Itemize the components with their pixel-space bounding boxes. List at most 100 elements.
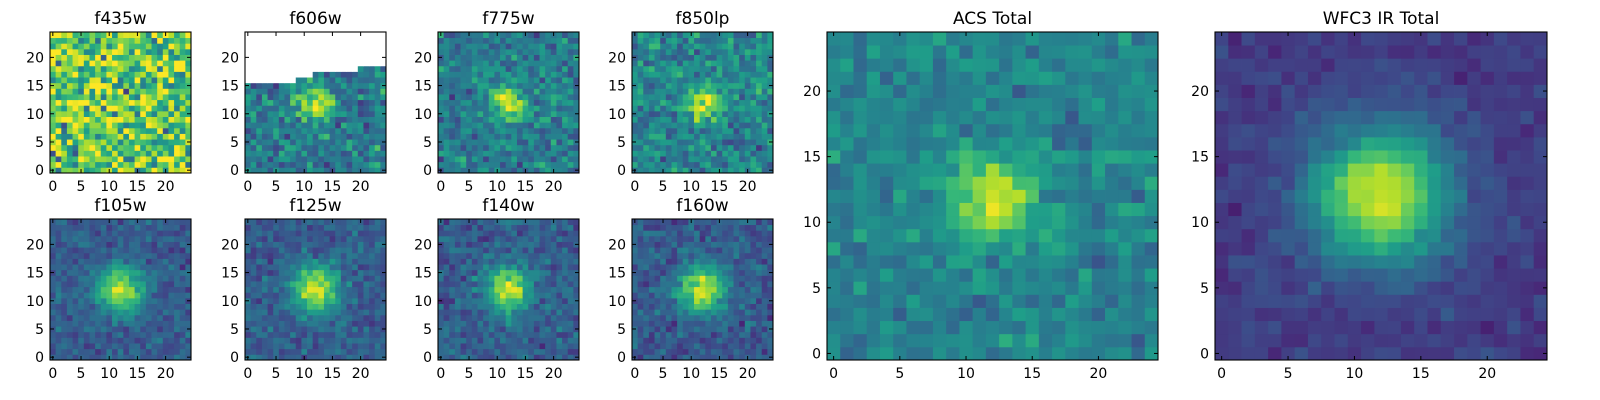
heatmap-cell — [128, 264, 135, 271]
heatmap-cell — [705, 133, 712, 140]
heatmap-cell — [179, 275, 186, 282]
heatmap-cell — [477, 161, 484, 168]
heatmap-cell — [168, 110, 175, 117]
heatmap-cell — [500, 133, 507, 140]
heatmap-cell — [106, 71, 113, 78]
heatmap-cell — [449, 150, 456, 157]
heatmap-cell — [454, 161, 461, 168]
heatmap-cell — [50, 116, 57, 123]
heatmap-cell — [151, 99, 158, 106]
heatmap-cell — [767, 292, 774, 299]
heatmap-cell — [744, 286, 751, 293]
heatmap-cell — [363, 77, 370, 84]
heatmap-cell — [363, 314, 370, 321]
heatmap-cell — [380, 88, 387, 95]
heatmap-cell — [471, 354, 478, 361]
heatmap-cell — [301, 48, 308, 55]
heatmap-cell — [95, 110, 102, 117]
heatmap-cell — [318, 247, 325, 254]
heatmap-cell — [573, 331, 580, 338]
heatmap-cell — [471, 230, 478, 237]
heatmap-cell — [694, 326, 701, 333]
heatmap-cell — [340, 252, 347, 259]
heatmap-cell — [648, 314, 655, 321]
heatmap-cell — [438, 150, 445, 157]
heatmap-cell — [323, 241, 330, 248]
heatmap-cell — [550, 48, 557, 55]
heatmap-cell — [682, 292, 689, 299]
heatmap-cell — [117, 94, 124, 101]
heatmap-cell — [323, 337, 330, 344]
y-tick-label: 15 — [221, 266, 239, 282]
heatmap-cell — [660, 60, 667, 67]
heatmap-cell — [710, 348, 717, 355]
heatmap-cell — [278, 156, 285, 163]
heatmap-cell — [727, 348, 734, 355]
heatmap-cell — [648, 275, 655, 282]
heatmap-cell — [346, 150, 353, 157]
heatmap-cell — [511, 314, 518, 321]
heatmap-cell — [528, 343, 535, 350]
heatmap-cell — [761, 348, 768, 355]
heatmap-cell — [89, 71, 96, 78]
heatmap-cell — [705, 303, 712, 310]
heatmap-cell — [460, 82, 467, 89]
heatmap-cell — [179, 122, 186, 129]
heatmap-cell — [72, 139, 79, 146]
heatmap-cell — [312, 99, 319, 106]
heatmap-cell — [123, 354, 130, 361]
heatmap-cell — [500, 127, 507, 134]
heatmap-cell — [112, 264, 119, 271]
heatmap-cell — [145, 144, 152, 151]
heatmap-cell — [438, 65, 445, 72]
heatmap-cell — [516, 303, 523, 310]
heatmap-cell — [528, 314, 535, 321]
heatmap-cell — [174, 247, 181, 254]
heatmap-cell — [539, 230, 546, 237]
heatmap-cell — [123, 133, 130, 140]
heatmap-cell — [185, 281, 192, 288]
heatmap-cell — [374, 110, 381, 117]
heatmap-cell — [329, 133, 336, 140]
heatmap-cell — [78, 247, 85, 254]
heatmap-cell — [539, 258, 546, 265]
heatmap-cell — [157, 348, 164, 355]
heatmap-cell — [511, 139, 518, 146]
heatmap-cell — [488, 326, 495, 333]
heatmap-cell — [256, 247, 263, 254]
heatmap-cell — [756, 156, 763, 163]
heatmap-cell — [250, 82, 257, 89]
heatmap-cell — [643, 314, 650, 321]
heatmap-cell — [454, 127, 461, 134]
heatmap-cell — [329, 139, 336, 146]
heatmap-cell — [66, 77, 73, 84]
heatmap-cell — [312, 241, 319, 248]
heatmap-cell — [660, 320, 667, 327]
heatmap-cell — [312, 71, 319, 78]
heatmap-cell — [767, 94, 774, 101]
heatmap-cell — [505, 122, 512, 129]
heatmap-cell — [50, 77, 57, 84]
heatmap-cell — [179, 219, 186, 226]
heatmap-cell — [466, 156, 473, 163]
heatmap-cell — [380, 133, 387, 140]
heatmap-cell — [556, 54, 563, 61]
heatmap-cell — [449, 354, 456, 361]
heatmap-cell — [677, 54, 684, 61]
heatmap-cell — [179, 99, 186, 106]
heatmap-cell — [374, 32, 381, 39]
heatmap-cell — [460, 156, 467, 163]
heatmap-cell — [511, 116, 518, 123]
heatmap-cell — [369, 77, 376, 84]
heatmap-cell — [688, 82, 695, 89]
heatmap-cell — [323, 247, 330, 254]
heatmap-cell — [66, 116, 73, 123]
heatmap-cell — [128, 161, 135, 168]
heatmap-cell — [301, 110, 308, 117]
heatmap-cell — [145, 241, 152, 248]
heatmap-cell — [682, 303, 689, 310]
heatmap-cell — [335, 139, 342, 146]
heatmap-cell — [256, 230, 263, 237]
heatmap-cell — [369, 343, 376, 350]
heatmap-cell — [733, 314, 740, 321]
